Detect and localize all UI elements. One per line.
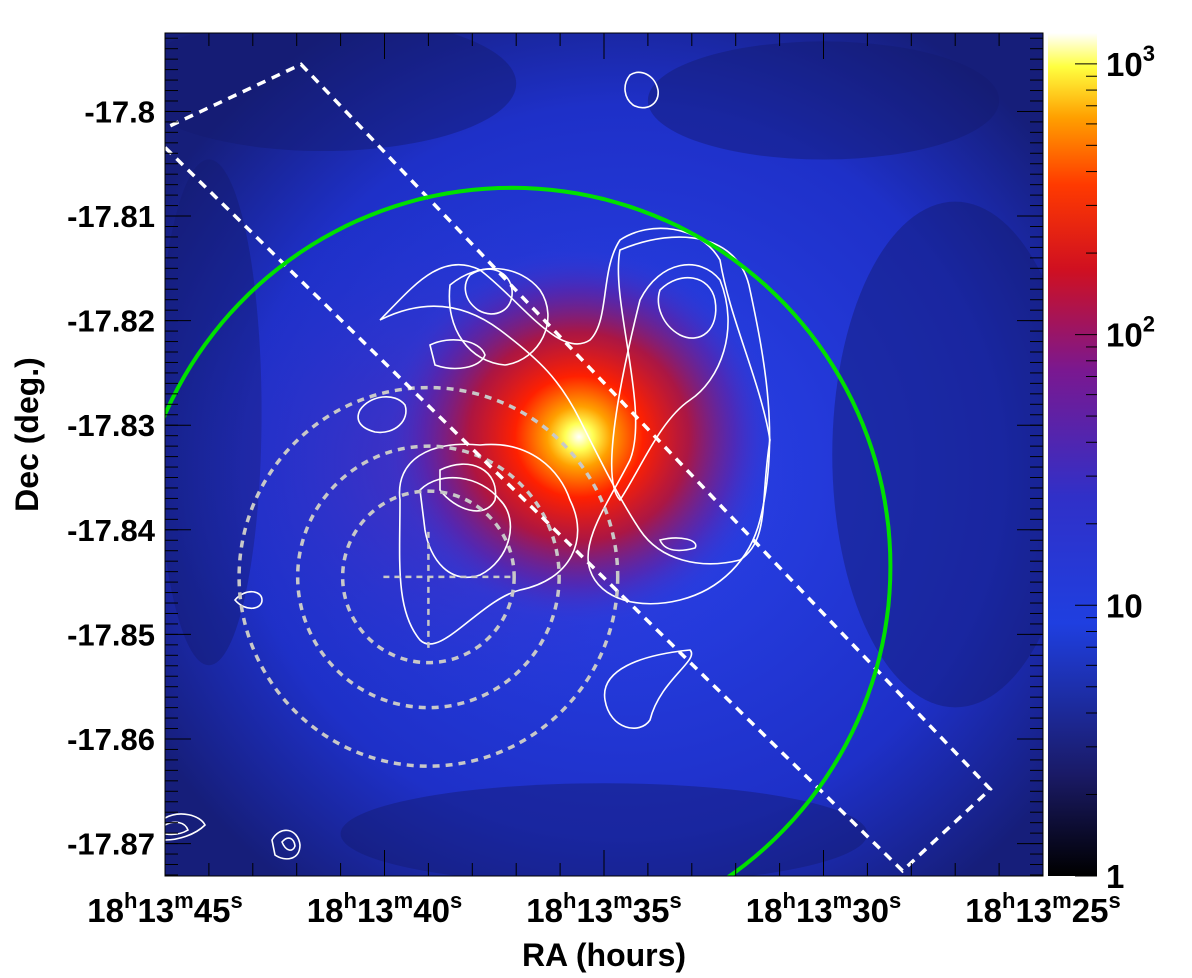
cross-marker [383, 531, 514, 652]
y-tick-label: -17.86 [67, 722, 155, 757]
x-tick-number: 40 [413, 892, 450, 929]
dashed-circles [237, 385, 620, 768]
x-tick-number: 25 [1072, 892, 1109, 929]
colorbar-tick-label-0: 1 [1106, 858, 1124, 895]
x-tick-number: 18 [87, 892, 124, 929]
x-tick-number: 18 [746, 892, 783, 929]
contour-line-7 [610, 264, 729, 502]
colorbar-tick-label-3: 103 [1106, 41, 1155, 83]
contour-line-13 [624, 71, 659, 109]
contour-line-0 [603, 649, 693, 729]
dark-patch-1 [340, 783, 868, 876]
y-tick-label: -17.85 [67, 617, 155, 652]
dashed-rectangle [165, 62, 993, 874]
colorbar-ticks [1075, 63, 1097, 877]
y-tick-label: -17.81 [67, 199, 155, 234]
x-tick-number: 13 [796, 892, 833, 929]
heatmap-dark-regions [165, 33, 1043, 876]
dashed-circle-0 [340, 489, 516, 665]
x-tick-number: 18 [526, 892, 563, 929]
colorbar-label-base: 1 [1106, 858, 1124, 895]
dark-patch-0 [165, 33, 517, 151]
x-tick-unit: h [783, 888, 796, 913]
dashed-circle-1 [295, 444, 561, 710]
contour-line-11 [429, 339, 486, 370]
colorbar-label-base: 10 [1106, 46, 1143, 83]
dark-patch-2 [832, 201, 1043, 708]
y-axis-ticks [165, 37, 1043, 876]
contour-line-2 [419, 476, 512, 578]
x-tick-number: 13 [1015, 892, 1052, 929]
colorbar-gradient [1048, 33, 1097, 876]
y-tick-label: -17.84 [67, 513, 156, 548]
x-tick-label-4: 18h13m25s [965, 888, 1120, 929]
colorbar-label-base: 10 [1106, 587, 1143, 624]
green-arc [165, 185, 893, 876]
x-tick-unit: m [613, 888, 633, 913]
x-axis-title: RA (hours) [522, 937, 686, 973]
y-tick-label: -17.87 [67, 827, 155, 862]
colorbar-label-base: 10 [1106, 317, 1143, 354]
contour-line-5 [448, 267, 549, 366]
heatmap-peak [379, 246, 779, 627]
colorbar-label-exponent: 2 [1143, 312, 1155, 337]
contour-line-14 [233, 590, 263, 610]
x-tick-number: 13 [576, 892, 613, 929]
colorbar-tick-label-2: 102 [1106, 312, 1155, 354]
plot-area [165, 33, 1043, 876]
x-tick-unit: s [889, 888, 901, 913]
x-tick-unit: h [1002, 888, 1015, 913]
contour-line-12 [658, 537, 697, 552]
colorbar-label-exponent: 3 [1143, 41, 1155, 66]
x-tick-number: 18 [965, 892, 1002, 929]
x-tick-unit: h [344, 888, 357, 913]
dark-patch-4 [647, 41, 1000, 160]
x-tick-number: 30 [852, 892, 889, 929]
x-tick-unit: s [230, 888, 242, 913]
contour-line-9 [587, 236, 771, 605]
x-tick-number: 35 [633, 892, 670, 929]
x-tick-label-2: 18h13m35s [526, 888, 681, 929]
x-axis-ticks [164, 33, 1044, 876]
x-tick-number: 13 [137, 892, 174, 929]
x-tick-unit: s [669, 888, 681, 913]
x-axis-tick-labels: 18h13m45s 18h13m40s 18h13m35s 18h13m30s 18h1… [87, 888, 1120, 929]
x-tick-label-3: 18h13m30s [746, 888, 901, 929]
x-tick-unit: m [833, 888, 853, 913]
intensity-contours [165, 71, 771, 860]
x-tick-number: 45 [194, 892, 231, 929]
contour-line-8 [657, 276, 717, 339]
x-tick-number: 18 [307, 892, 344, 929]
contour-line-10 [357, 396, 407, 434]
x-tick-label-1: 18h13m40s [307, 888, 462, 929]
y-tick-label: -17.82 [67, 304, 155, 339]
x-tick-unit: m [1052, 888, 1072, 913]
x-tick-unit: s [1108, 888, 1120, 913]
y-tick-label: -17.8 [84, 94, 155, 129]
x-tick-unit: m [174, 888, 194, 913]
x-tick-unit: h [124, 888, 137, 913]
contour-line-15 [271, 829, 301, 860]
contour-line-6 [464, 268, 513, 315]
x-tick-unit: h [563, 888, 576, 913]
x-tick-number: 13 [357, 892, 394, 929]
colorbar-tick-label-1: 10 [1106, 587, 1143, 624]
y-tick-label: -17.83 [67, 408, 155, 443]
x-tick-unit: m [394, 888, 414, 913]
contour-line-4 [379, 227, 771, 565]
y-axis-title: Dec (deg.) [9, 357, 45, 512]
contour-line-17 [165, 813, 206, 841]
x-tick-unit: s [450, 888, 462, 913]
dashed-circle-2 [237, 385, 620, 768]
x-tick-label-0: 18h13m45s [87, 888, 242, 929]
contour-line-3 [439, 463, 497, 512]
contour-line-16 [281, 837, 296, 851]
y-axis-tick-labels: -17.8 -17.81 -17.82 -17.83 -17.84 -17.85 -17.8… [67, 94, 156, 861]
